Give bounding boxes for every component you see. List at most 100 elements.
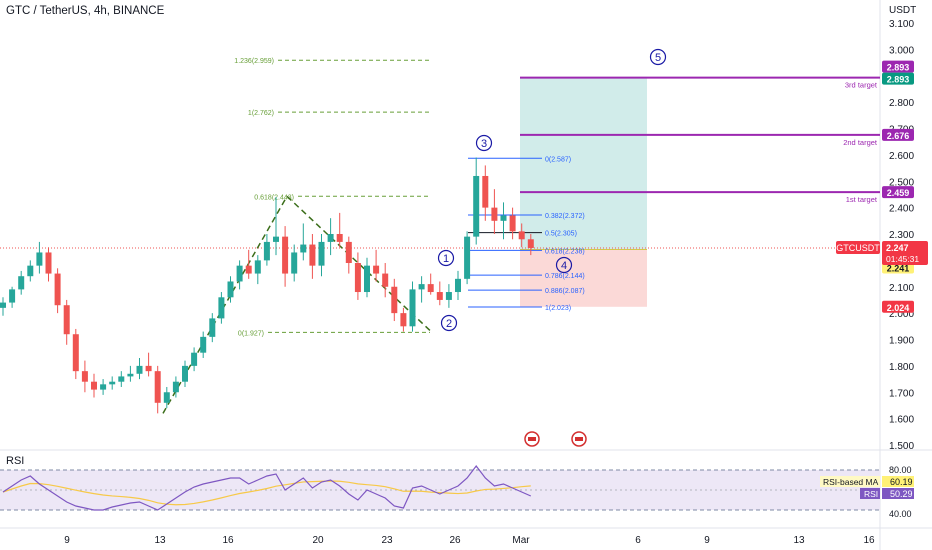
candle-body [464, 236, 471, 279]
candle-body [409, 289, 416, 327]
time-tick: 23 [381, 535, 393, 546]
target-price-label: 2.893 [887, 63, 910, 73]
candle-body [300, 244, 307, 253]
candle-body [473, 175, 480, 237]
wave-label: 5 [655, 52, 661, 64]
candle-body [373, 265, 380, 274]
time-tick: 9 [64, 535, 70, 546]
rsi-line [2, 465, 532, 511]
candle-body [254, 260, 261, 274]
price-tick: 3.100 [889, 19, 914, 30]
candle-body [491, 207, 498, 221]
target-price-label-bg [882, 128, 914, 141]
target-price-label-bg [882, 60, 914, 73]
candle-body [145, 365, 152, 372]
candle-body [273, 236, 279, 242]
rsi-tick: 80.00 [889, 465, 912, 475]
target-price-label: 2.676 [887, 131, 910, 141]
candle-body [263, 241, 270, 261]
candle-body [0, 302, 6, 308]
candle-body [500, 215, 507, 221]
candle-body [527, 239, 534, 248]
price-tick: 2.000 [889, 309, 914, 320]
target-price-label-bg [882, 186, 914, 199]
candle-body [163, 392, 170, 403]
candle-body [382, 273, 389, 287]
candle-body [309, 244, 316, 266]
target-label: 3rd target [845, 81, 878, 90]
wave-label: 4 [561, 260, 567, 272]
candle-body [200, 336, 207, 353]
candle-body [518, 231, 525, 240]
candle-body [427, 284, 434, 293]
rsi-title: RSI [6, 455, 25, 467]
rsi-ma-tag-bg [820, 476, 880, 487]
fib-label-b: 1(2.023) [545, 305, 571, 312]
candle-body [154, 371, 161, 403]
stop-price-label: 2.024 [887, 303, 910, 313]
candle-body [318, 241, 325, 266]
candle-body [54, 273, 61, 306]
candle-body [136, 365, 143, 374]
candle-body [172, 381, 179, 393]
candle-body [455, 278, 461, 293]
wave-marker [440, 314, 458, 332]
time-tick: 16 [222, 535, 234, 546]
last-price-bg [882, 240, 928, 265]
loss-zone [520, 249, 647, 307]
candle-body [36, 252, 43, 266]
candle-body [45, 252, 52, 274]
candle-body [291, 252, 298, 274]
rsi-tag: RSI [864, 489, 878, 499]
wave-marker [437, 249, 455, 267]
price-tick: 2.800 [889, 98, 914, 109]
fib-label-a: 0.618(2.443) [254, 194, 294, 201]
candle-body [391, 286, 398, 314]
symbol-tag: GTCUSDT [836, 243, 880, 253]
wave-marker [649, 48, 667, 66]
event-flag-icon [528, 437, 536, 441]
rsi-ma-value-bg [882, 476, 914, 487]
candle-body [100, 384, 107, 390]
fib-label-b: 0.618(2.238) [545, 248, 585, 255]
target-price-label: 2.459 [887, 188, 910, 198]
price-tick: 3.000 [889, 45, 914, 56]
candle-body [109, 381, 116, 385]
price-tick: 1.800 [889, 362, 914, 373]
time-tick: 20 [312, 535, 324, 546]
candle-body [91, 381, 97, 390]
wave-marker [475, 134, 493, 152]
candle-body [364, 265, 370, 293]
target-price-label: 2.893 [887, 75, 910, 85]
candle-body [191, 352, 198, 366]
price-tick: 2.100 [889, 283, 914, 294]
fib-label-a: 0(1.927) [238, 330, 264, 337]
candle-body [327, 234, 334, 242]
candle-body [345, 241, 352, 264]
fib-label-a: 1.236(2.959) [234, 58, 274, 65]
countdown-label: 01:45:31 [886, 254, 919, 264]
price-axis-currency: USDT [889, 5, 916, 16]
price-tick: 1.900 [889, 336, 914, 347]
price-tick: 1.500 [889, 441, 914, 452]
candle-body [18, 276, 25, 290]
price-tick: 2.600 [889, 151, 914, 162]
price-tick: 2.400 [889, 204, 914, 215]
candle-body [418, 284, 425, 290]
candle-body [118, 376, 125, 382]
candle-body [27, 265, 34, 277]
rsi-ma-tag: RSI-based MA [823, 477, 879, 487]
event-flag-icon [575, 437, 583, 441]
target-price-label-bg [882, 72, 914, 85]
rsi-ma-value: 60.19 [890, 477, 913, 487]
fib-label-b: 0.382(2.372) [545, 213, 585, 220]
rsi-tag-bg [860, 488, 880, 499]
candle-body [436, 292, 443, 300]
chart-title: GTC / TetherUS, 4h, BINANCE [6, 5, 165, 17]
target-label: 2nd target [843, 138, 878, 147]
price-tick: 1.600 [889, 415, 914, 426]
time-tick: 16 [863, 535, 875, 546]
time-tick: Mar [512, 535, 530, 546]
candle-body [445, 292, 452, 300]
